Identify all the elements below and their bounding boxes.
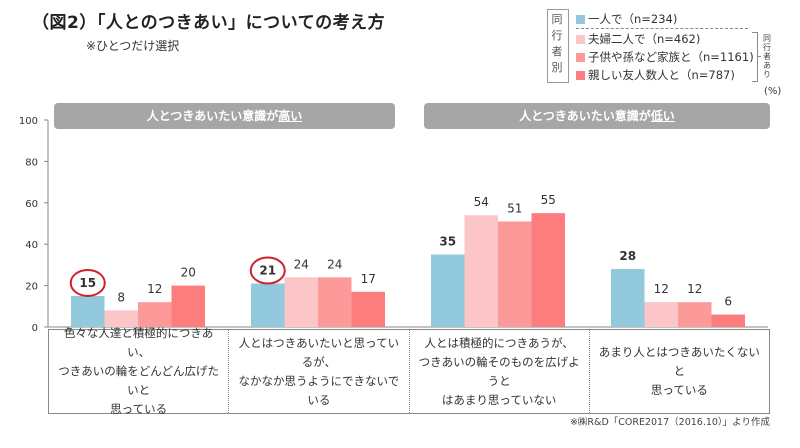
highlight-circle <box>69 268 106 297</box>
category-table: 色々な人達と積極的につきあい、 つきあいの輪をどんどん広げたいと 思っている 人とは… <box>48 326 770 416</box>
data-label: 24 <box>294 257 309 271</box>
legend-bracket-tick <box>757 56 761 57</box>
legend-vlabel-char: 別 <box>551 61 563 74</box>
group-header-low: 人とつきあいたい意識が低い <box>424 103 770 129</box>
category-label: 人とは積極的につきあうが、 つきあいの輪そのものを広げようと はあまり思っていない <box>418 335 580 407</box>
data-label: 12 <box>147 282 162 296</box>
group-header-text: 人とつきあいたい意識が <box>519 109 651 123</box>
legend-vlabel-char: 者 <box>551 45 563 58</box>
legend-item-friends: 親しい友人数人と（n=787) <box>576 67 735 83</box>
legend-swatch <box>576 53 585 62</box>
data-label: 12 <box>654 282 669 296</box>
data-label: 8 <box>117 290 125 304</box>
legend-label: 一人で（n=234) <box>588 12 678 26</box>
bar <box>284 277 318 327</box>
bar <box>644 302 678 327</box>
bar <box>464 215 498 327</box>
legend-item-family: 子供や孫など家族と（n=1161) <box>576 49 754 65</box>
group-header-emph: 高い <box>278 109 303 123</box>
legend-group-box <box>547 9 569 83</box>
legend-vertical-label: 同 行 者 別 <box>550 12 564 76</box>
y-tick-label: 0 <box>32 323 38 334</box>
category-cell: 色々な人達と積極的につきあい、 つきあいの輪をどんどん広げたいと 思っている <box>49 326 228 416</box>
group-header-text: 人とつきあいたい意識が <box>146 109 279 123</box>
bar <box>318 277 352 327</box>
chart-subtitle: ※ひとつだけ選択 <box>86 39 180 53</box>
legend-label: 子供や孫など家族と（n=1161) <box>588 50 754 64</box>
y-tick-label: 60 <box>25 199 38 210</box>
legend-side-char: 行 <box>763 43 771 52</box>
data-label: 54 <box>474 195 489 209</box>
legend-label: 夫婦二人で（n=462) <box>588 32 701 46</box>
data-label: 15 <box>79 276 96 290</box>
category-label: 色々な人達と積極的につきあい、 つきあいの輪をどんどん広げたいと 思っている <box>58 326 219 416</box>
y-tick-label: 40 <box>25 240 38 251</box>
bar <box>531 213 565 327</box>
legend-vlabel-char: 同 <box>551 13 563 26</box>
legend-side-char: あ <box>763 61 771 70</box>
group-header-emph: 低い <box>650 109 675 123</box>
legend-item-couple: 夫婦二人で（n=462) <box>576 31 700 47</box>
category-cell: 人とはつきあいたいと思っているが、 なかなか思うようにできないでいる <box>228 330 408 413</box>
bar <box>711 314 745 327</box>
legend-swatch <box>576 71 585 80</box>
highlight-circle <box>249 256 286 285</box>
y-tick-label: 80 <box>25 157 38 168</box>
bar <box>678 302 712 327</box>
data-label: 20 <box>181 266 196 280</box>
legend-side-char: 者 <box>763 52 771 61</box>
y-tick-label: 100 <box>19 116 38 127</box>
bar <box>171 285 205 327</box>
legend-divider <box>576 28 748 29</box>
legend-swatch <box>576 35 585 44</box>
category-label: 人とはつきあいたいと思っているが、 なかなか思うようにできないでいる <box>238 335 400 407</box>
legend-bracket <box>752 32 758 82</box>
data-label: 51 <box>507 201 522 215</box>
bar <box>431 254 465 327</box>
bar <box>138 302 172 327</box>
category-label: あまり人とはつきあいたくないと 思っている <box>598 345 760 397</box>
data-label: 35 <box>439 235 456 249</box>
bar <box>71 295 105 327</box>
legend-side-char: り <box>763 70 771 79</box>
category-cell: あまり人とはつきあいたくないと 思っている <box>588 330 769 413</box>
data-label: 24 <box>327 257 342 271</box>
legend-side-label: 同 行 者 あ り <box>763 34 773 79</box>
group-header-high: 人とつきあいたい意識が高い <box>54 103 395 129</box>
category-cell: 人とは積極的につきあうが、 つきあいの輪そのものを広げようと はあまり思っていない <box>408 330 589 413</box>
chart-title: （図2）「人とのつきあい」についての考え方 <box>32 13 386 33</box>
bar <box>498 221 532 327</box>
source-note: ※㈱R&D「CORE2017（2016.10）」より作成 <box>569 417 770 428</box>
legend-vlabel-char: 行 <box>551 29 563 42</box>
unit-label: (%) <box>764 86 782 97</box>
bar <box>251 283 285 327</box>
legend-label: 親しい友人数人と（n=787) <box>588 68 735 82</box>
bar <box>351 291 385 327</box>
bar <box>611 269 645 327</box>
data-label: 21 <box>259 264 276 278</box>
legend-side-char: 同 <box>763 34 771 43</box>
bar <box>104 310 138 327</box>
data-label: 12 <box>687 282 702 296</box>
data-label: 17 <box>361 272 376 286</box>
y-tick-label: 20 <box>25 282 38 293</box>
data-label: 55 <box>541 193 556 207</box>
legend-swatch <box>576 15 585 24</box>
legend-item-alone: 一人で（n=234) <box>576 11 677 27</box>
data-label: 28 <box>619 249 636 263</box>
data-label: 6 <box>724 295 732 309</box>
